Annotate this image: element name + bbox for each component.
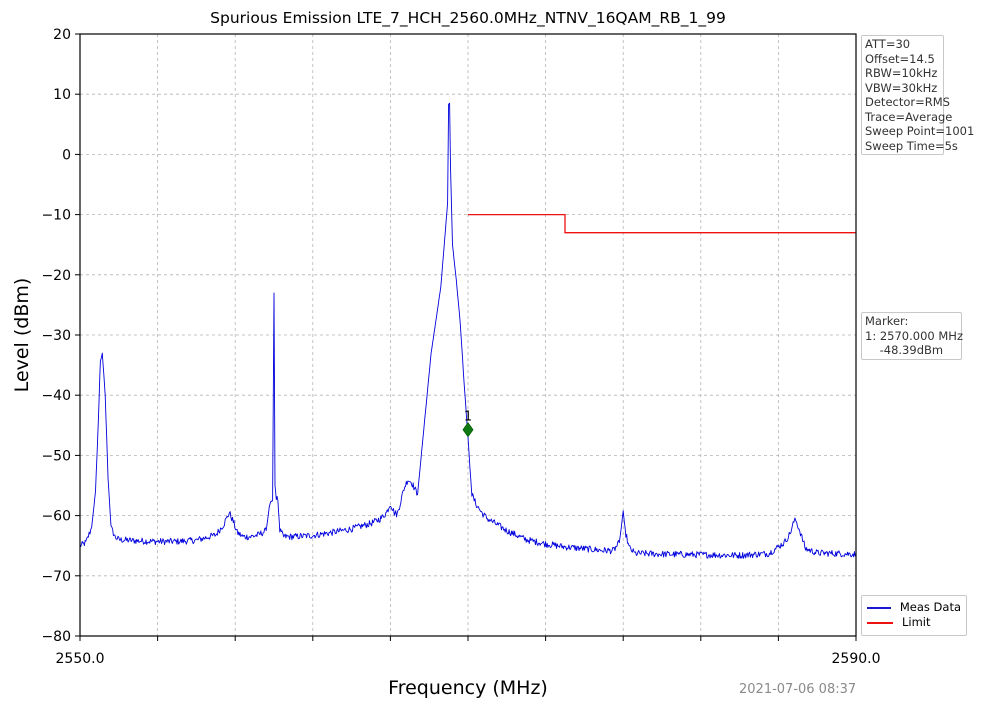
legend-label: Meas Data: [899, 600, 961, 615]
y-tick-label: −30: [41, 328, 71, 344]
legend-item: Limit: [867, 615, 961, 630]
x-tick-label: 2590.0: [832, 651, 881, 667]
legend-swatch: [867, 606, 891, 609]
limit-line: [468, 213, 856, 234]
setting-line: Trace=Average: [865, 109, 953, 124]
y-tick-label: 20: [53, 27, 71, 43]
timestamp: 2021-07-06 08:37: [739, 682, 857, 697]
marker-diamond: [462, 422, 474, 438]
setting-line: Sweep Time=5s: [865, 138, 958, 153]
legend-item: Meas Data: [867, 600, 961, 615]
measurement-settings-box: ATT=30 Offset=14.5 RBW=10kHz VBW=30kHz Detec…: [861, 35, 975, 155]
y-tick-label: 0: [62, 147, 71, 163]
y-tick-label: −60: [41, 509, 71, 525]
y-tick-label: −70: [41, 569, 71, 585]
x-axis-label: Frequency (MHz): [388, 677, 548, 699]
setting-line: Offset=14.5: [865, 51, 935, 66]
chart-title: Spurious Emission LTE_7_HCH_2560.0MHz_NT…: [210, 9, 726, 28]
legend-swatch: [867, 621, 893, 624]
marker-label: 1: [464, 410, 472, 425]
y-tick-label: −20: [41, 268, 71, 284]
axis-ticks: 2550.0 2590.0 20 10 0 −10 −20 −30 −40 −50 −60 −70 −8…: [41, 27, 880, 667]
setting-line: Sweep Point=1001: [865, 124, 975, 138]
y-tick-label: −40: [41, 388, 71, 404]
marker-readout-line: Marker:: [865, 314, 909, 328]
grid-lines: [80, 34, 856, 636]
meas-data-line: [79, 102, 857, 559]
marker-readout-line: -48.39dBm: [865, 343, 944, 357]
marker-1: 1: [462, 410, 474, 438]
y-tick-label: −80: [41, 629, 71, 645]
setting-line: ATT=30: [865, 37, 911, 51]
y-tick-label: −50: [41, 448, 71, 464]
setting-line: VBW=30kHz: [865, 80, 938, 95]
chart-legend: Meas Data Limit: [861, 595, 967, 636]
legend-label: Limit: [902, 615, 931, 630]
setting-line: RBW=10kHz: [865, 66, 938, 80]
meas-data-series: [79, 102, 857, 559]
y-tick-label: −10: [41, 208, 71, 224]
y-axis-label: Level (dBm): [11, 278, 33, 393]
setting-line: Detector=RMS: [865, 95, 950, 109]
y-tick-label: 10: [53, 87, 71, 103]
x-tick-label: 2550.0: [56, 651, 105, 667]
limit-series: [468, 213, 856, 234]
marker-readout-line: 1: 2570.000 MHz: [865, 328, 963, 343]
marker-readout-box: Marker: 1: 2570.000 MHz -48.39dBm: [861, 312, 963, 360]
